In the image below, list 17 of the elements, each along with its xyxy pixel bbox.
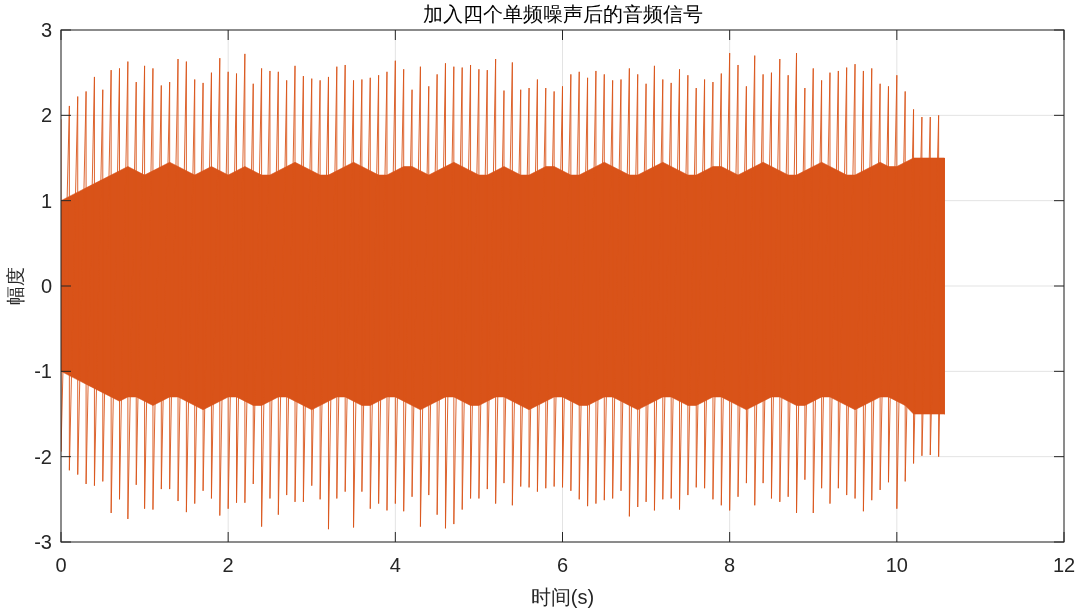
y-tick-label: -2 — [34, 445, 52, 468]
y-tick-label: -1 — [34, 360, 52, 383]
y-tick-label: -3 — [34, 531, 52, 553]
y-axis-title: 幅度 — [5, 267, 26, 305]
x-tick-label: 0 — [55, 554, 67, 576]
y-tick-label: 2 — [40, 104, 52, 127]
x-axis-title: 时间(s) — [530, 586, 595, 608]
chart-title: 加入四个单频噪声后的音频信号 — [422, 2, 703, 26]
x-tick-label: 2 — [222, 554, 234, 576]
x-tick-label: 10 — [885, 554, 908, 576]
x-tick-label: 4 — [389, 554, 401, 576]
x-tick-label: 12 — [1052, 554, 1076, 576]
y-tick-label: 3 — [40, 19, 52, 41]
x-tick-label: 6 — [556, 554, 569, 576]
y-tick-label: 1 — [40, 189, 52, 212]
x-tick-label: 8 — [724, 554, 736, 576]
y-tick-label: 0 — [40, 275, 52, 297]
